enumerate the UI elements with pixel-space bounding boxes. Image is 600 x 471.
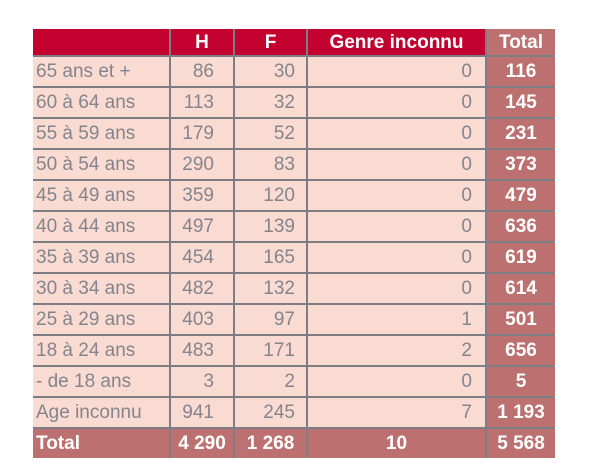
cell-h: 3: [169, 365, 235, 398]
cell-h: 113: [169, 86, 235, 119]
age-gender-table: H F Genre inconnu Total 65 ans et + 86 3…: [32, 28, 556, 459]
cell-total: 479: [485, 179, 556, 212]
cell-h: 179: [169, 117, 235, 150]
table-row: 45 à 49 ans 359 120 0 479: [32, 179, 556, 212]
cell-f: 132: [233, 272, 308, 305]
row-label: 60 à 64 ans: [32, 86, 171, 119]
table-row: 25 à 29 ans 403 97 1 501: [32, 303, 556, 336]
age-gender-table-container: H F Genre inconnu Total 65 ans et + 86 3…: [32, 28, 556, 459]
cell-genre-inconnu: 0: [306, 86, 487, 119]
total-cell-f: 1 268: [233, 427, 308, 459]
cell-total: 501: [485, 303, 556, 336]
cell-total: 619: [485, 241, 556, 274]
cell-genre-inconnu: 0: [306, 210, 487, 243]
row-label: 18 à 24 ans: [32, 334, 171, 367]
cell-h: 941: [169, 396, 235, 429]
cell-genre-inconnu: 0: [306, 148, 487, 181]
table-row: - de 18 ans 3 2 0 5: [32, 365, 556, 398]
total-cell-h: 4 290: [169, 427, 235, 459]
cell-total: 231: [485, 117, 556, 150]
cell-genre-inconnu: 2: [306, 334, 487, 367]
cell-total: 5: [485, 365, 556, 398]
cell-f: 32: [233, 86, 308, 119]
row-label: 25 à 29 ans: [32, 303, 171, 336]
cell-total: 145: [485, 86, 556, 119]
cell-genre-inconnu: 1: [306, 303, 487, 336]
table-row: 18 à 24 ans 483 171 2 656: [32, 334, 556, 367]
cell-h: 290: [169, 148, 235, 181]
table-row: Age inconnu 941 245 7 1 193: [32, 396, 556, 429]
column-header-blank: [32, 28, 171, 57]
cell-h: 497: [169, 210, 235, 243]
total-row: Total 4 290 1 268 10 5 568: [32, 427, 556, 459]
table-row: 55 à 59 ans 179 52 0 231: [32, 117, 556, 150]
cell-f: 52: [233, 117, 308, 150]
table-row: 30 à 34 ans 482 132 0 614: [32, 272, 556, 305]
cell-f: 139: [233, 210, 308, 243]
cell-h: 403: [169, 303, 235, 336]
cell-f: 120: [233, 179, 308, 212]
row-label: - de 18 ans: [32, 365, 171, 398]
row-label: 55 à 59 ans: [32, 117, 171, 150]
cell-h: 86: [169, 55, 235, 88]
cell-f: 245: [233, 396, 308, 429]
column-header-total: Total: [485, 28, 556, 57]
cell-genre-inconnu: 0: [306, 272, 487, 305]
cell-f: 2: [233, 365, 308, 398]
column-header-h: H: [169, 28, 235, 57]
row-label: 40 à 44 ans: [32, 210, 171, 243]
cell-genre-inconnu: 0: [306, 365, 487, 398]
header-row: H F Genre inconnu Total: [32, 28, 556, 57]
cell-genre-inconnu: 7: [306, 396, 487, 429]
cell-f: 165: [233, 241, 308, 274]
table-row: 40 à 44 ans 497 139 0 636: [32, 210, 556, 243]
table-row: 60 à 64 ans 113 32 0 145: [32, 86, 556, 119]
cell-total: 656: [485, 334, 556, 367]
cell-h: 483: [169, 334, 235, 367]
table-row: 50 à 54 ans 290 83 0 373: [32, 148, 556, 181]
cell-total: 1 193: [485, 396, 556, 429]
total-row-label: Total: [32, 427, 171, 459]
row-label: 65 ans et +: [32, 55, 171, 88]
cell-f: 83: [233, 148, 308, 181]
table-row: 35 à 39 ans 454 165 0 619: [32, 241, 556, 274]
cell-genre-inconnu: 0: [306, 55, 487, 88]
cell-genre-inconnu: 0: [306, 179, 487, 212]
cell-total: 373: [485, 148, 556, 181]
cell-genre-inconnu: 0: [306, 241, 487, 274]
row-label: 35 à 39 ans: [32, 241, 171, 274]
cell-h: 359: [169, 179, 235, 212]
cell-h: 454: [169, 241, 235, 274]
total-cell-genre-inconnu: 10: [306, 427, 487, 459]
cell-f: 171: [233, 334, 308, 367]
table-row: 65 ans et + 86 30 0 116: [32, 55, 556, 88]
row-label: 50 à 54 ans: [32, 148, 171, 181]
row-label: 30 à 34 ans: [32, 272, 171, 305]
cell-total: 614: [485, 272, 556, 305]
cell-total: 636: [485, 210, 556, 243]
cell-genre-inconnu: 0: [306, 117, 487, 150]
cell-f: 30: [233, 55, 308, 88]
row-label: 45 à 49 ans: [32, 179, 171, 212]
column-header-f: F: [233, 28, 308, 57]
cell-h: 482: [169, 272, 235, 305]
cell-total: 116: [485, 55, 556, 88]
column-header-genre-inconnu: Genre inconnu: [306, 28, 487, 57]
total-cell-grand-total: 5 568: [485, 427, 556, 459]
cell-f: 97: [233, 303, 308, 336]
row-label: Age inconnu: [32, 396, 171, 429]
